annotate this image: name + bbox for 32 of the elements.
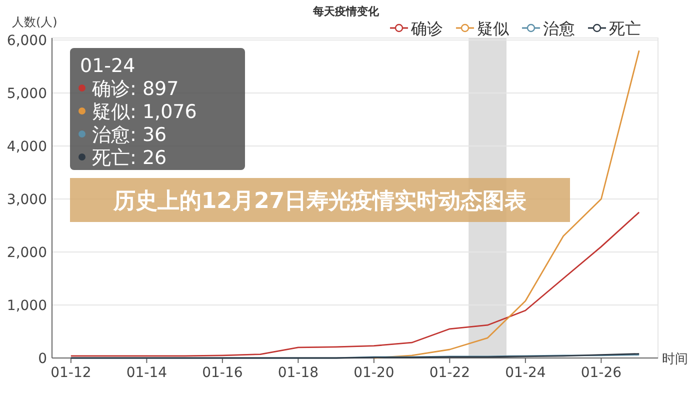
legend-label: 疑似: [477, 19, 509, 38]
legend-确诊: 确诊: [390, 19, 443, 38]
y-tick-label: 4,000: [6, 139, 47, 155]
legend-治愈: 治愈: [522, 19, 575, 38]
annotation: 疑似: 1,076: [92, 101, 197, 123]
legend-label: 确诊: [410, 19, 443, 38]
y-axis-title: 人数(人): [12, 15, 58, 29]
x-tick-label: 01-22: [429, 365, 470, 381]
x-tick-label: 01-24: [505, 365, 546, 381]
annotation: 01-24: [80, 55, 136, 77]
y-tick-label: 3,000: [6, 192, 47, 208]
y-tick-label: 6,000: [6, 33, 47, 49]
chart-title: 每天疫情变化: [312, 5, 380, 18]
annotation: 死亡: 26: [92, 147, 167, 169]
x-tick-label: 01-18: [278, 365, 319, 381]
y-tick-label: 1,000: [6, 298, 47, 314]
x-tick-label: 01-12: [50, 365, 92, 381]
x-tick-label: 01-16: [202, 365, 243, 381]
x-tick-label: 01-14: [126, 365, 168, 381]
annotation: 历史上的12月27日寿光疫情实时动态图表: [112, 188, 527, 214]
y-tick-label: 2,000: [6, 245, 47, 261]
annotation: 确诊: 897: [91, 78, 179, 100]
annotation: 治愈: 36: [92, 124, 167, 146]
y-tick-label: 0: [38, 351, 47, 367]
x-axis-title: 时间: [662, 352, 688, 367]
y-tick-label: 5,000: [6, 86, 47, 102]
legend-label: 死亡: [609, 19, 641, 38]
x-tick-label: 01-20: [354, 365, 394, 381]
x-tick-label: 01-26: [580, 365, 622, 381]
legend-疑似: 疑似: [456, 19, 509, 38]
legend-死亡: 死亡: [588, 19, 641, 38]
legend-label: 治愈: [543, 19, 575, 38]
